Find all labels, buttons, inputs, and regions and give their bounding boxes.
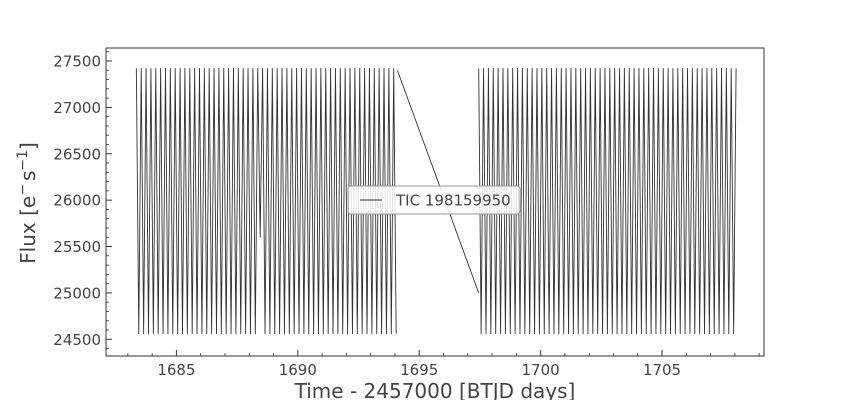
plot-area bbox=[135, 67, 737, 335]
y-tick-label: 24500 bbox=[53, 331, 101, 349]
x-tick-label: 1685 bbox=[157, 361, 195, 379]
axes: 1685 1690 1695 1700 1705 24500 25000 25500 26000… bbox=[53, 47, 765, 379]
x-tick-label: 1695 bbox=[400, 361, 438, 379]
y-tick-label: 26500 bbox=[53, 145, 101, 163]
x-tick-label: 1690 bbox=[279, 361, 317, 379]
y-axis-label: Flux [e− s−1] bbox=[15, 142, 40, 264]
y-axis-label-sup2: −1 bbox=[15, 150, 31, 171]
legend: TIC 198159950 bbox=[347, 185, 521, 215]
plot-frame bbox=[105, 47, 765, 357]
y-tick-label: 27500 bbox=[53, 52, 101, 70]
y-axis-label-mid: s bbox=[16, 171, 40, 181]
x-tick-label: 1705 bbox=[643, 361, 681, 379]
gap-connector-line bbox=[396, 70, 480, 294]
y-tick-label: 25500 bbox=[53, 238, 101, 256]
y-axis-label-main: Flux [e bbox=[16, 196, 40, 264]
y-tick-label: 27000 bbox=[53, 99, 101, 117]
y-tick-label: 26000 bbox=[53, 192, 101, 210]
series-line-segment-1 bbox=[135, 67, 397, 335]
series-group bbox=[135, 67, 737, 335]
y-tick-label: 25000 bbox=[53, 284, 101, 302]
series-line-segment-2 bbox=[478, 67, 737, 335]
legend-label: TIC 198159950 bbox=[395, 192, 511, 210]
y-axis-label-end: ] bbox=[16, 142, 40, 150]
y-axis-label-sup1: − bbox=[15, 184, 31, 196]
x-tick-label: 1700 bbox=[522, 361, 560, 379]
legend-box bbox=[347, 185, 521, 215]
x-axis-label: Time - 2457000 [BTJD days] bbox=[294, 379, 576, 400]
